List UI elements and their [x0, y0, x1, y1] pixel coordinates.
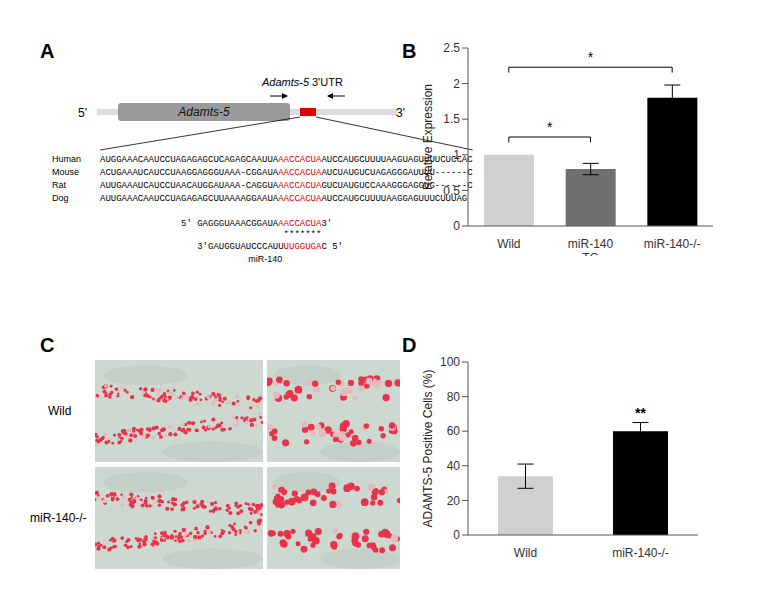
svg-text:3': 3' — [396, 106, 405, 120]
svg-text:5': 5' — [78, 106, 87, 120]
svg-text:AACCACUA: AACCACUA — [278, 219, 322, 229]
svg-text:B: B — [402, 40, 416, 62]
svg-text:*: * — [547, 119, 553, 135]
svg-text:**: ** — [635, 405, 646, 421]
svg-text:Rat: Rat — [52, 180, 67, 190]
svg-text:2.5: 2.5 — [443, 41, 460, 55]
svg-text:AACCACUA: AACCACUA — [278, 181, 322, 191]
svg-text:0.5: 0.5 — [443, 184, 460, 198]
svg-text:miR-140-/-: miR-140-/- — [612, 546, 669, 560]
svg-text:Adamts-5: Adamts-5 — [177, 105, 230, 119]
svg-text:Wild: Wild — [497, 237, 520, 251]
svg-text:miR-140-/-: miR-140-/- — [30, 511, 87, 525]
svg-text:Wild: Wild — [48, 404, 71, 418]
svg-text:1: 1 — [453, 148, 460, 162]
svg-text:ACUGAAAUCAUCCUAAGGAGGGUAAA-CGG: ACUGAAAUCAUCCUAAGGAGGGUAAA-CGGAUA — [100, 168, 279, 178]
svg-text:ADAMTS-5 Positive Cells (%): ADAMTS-5 Positive Cells (%) — [421, 369, 435, 527]
svg-text:Wild: Wild — [514, 546, 537, 560]
svg-text:20: 20 — [447, 494, 461, 508]
svg-text:AACCACUA: AACCACUA — [278, 168, 322, 178]
svg-text:AUUGAAAUCAUCCUAACAUGGAUAAA-CAG: AUUGAAAUCAUCCUAACAUGGAUAAA-CAGGUA — [100, 181, 279, 191]
svg-text:0: 0 — [453, 528, 460, 542]
svg-text:1.5: 1.5 — [443, 112, 460, 126]
svg-text:AACCACUA: AACCACUA — [278, 194, 322, 204]
svg-text:miR-140: miR-140 — [248, 254, 282, 264]
svg-text:3': 3' — [321, 219, 332, 229]
svg-text:miR-140TG: miR-140TG — [568, 237, 614, 256]
svg-text:0: 0 — [453, 219, 460, 233]
svg-text:Mouse: Mouse — [52, 167, 79, 177]
svg-text:AUCCAUGCUUUUAAGUAGUUUUCUCCAC: AUCCAUGCUUUUAAGUAGUUUUCUCCAC — [321, 155, 473, 165]
svg-text:3'UTR: 3'UTR — [312, 76, 343, 88]
svg-text:A: A — [40, 40, 54, 62]
svg-text:Adamts-5: Adamts-5 — [261, 76, 310, 88]
svg-text:100: 100 — [440, 355, 460, 369]
svg-text:Dog: Dog — [52, 193, 69, 203]
svg-text:miR-140-/-: miR-140-/- — [644, 237, 701, 251]
svg-text:AACCACUA: AACCACUA — [278, 155, 322, 165]
svg-text:*******: ******* — [284, 230, 322, 240]
svg-text:AUCCAUGCUUUUAAGGAGUUUCUUUAG: AUCCAUGCUUUUAAGGAGUUUCUUUAG — [321, 194, 468, 204]
svg-text:D: D — [402, 334, 416, 356]
svg-text:40: 40 — [447, 459, 461, 473]
svg-text:60: 60 — [447, 424, 461, 438]
svg-text:5' GAGGGUAAACGGAUA: 5' GAGGGUAAACGGAUA — [181, 219, 279, 229]
svg-text:C: C — [40, 334, 54, 356]
svg-text:80: 80 — [447, 390, 461, 404]
svg-text:AUCUAUGUCUAGAGGGAUUUU------C: AUCUAUGUCUAGAGGGAUUUU------C — [321, 168, 473, 178]
svg-text:*: * — [588, 49, 594, 65]
svg-text:Human: Human — [52, 154, 81, 164]
svg-text:GUCUAUGUCCAAAGGGAGGUG------C: GUCUAUGUCCAAAGGGAGGUG------C — [321, 181, 473, 191]
svg-text:UUGGUGA: UUGGUGA — [284, 242, 322, 252]
svg-text:Relative Expression: Relative Expression — [421, 84, 435, 190]
svg-text:C 5': C 5' — [321, 242, 343, 252]
svg-text:AUUGAAACAAUCCUAGAGAGCUUAAAAGGA: AUUGAAACAAUCCUAGAGAGCUUAAAAGGAAUA — [100, 194, 279, 204]
svg-text:3'GAUGGUAUCCCAUU: 3'GAUGGUAUCCCAUU — [197, 242, 283, 252]
svg-text:2: 2 — [453, 77, 460, 91]
svg-text:AUGGAAACAAUCCUAGAGAGCUCAGAGCAA: AUGGAAACAAUCCUAGAGAGCUCAGAGCAAUUA — [100, 155, 279, 165]
